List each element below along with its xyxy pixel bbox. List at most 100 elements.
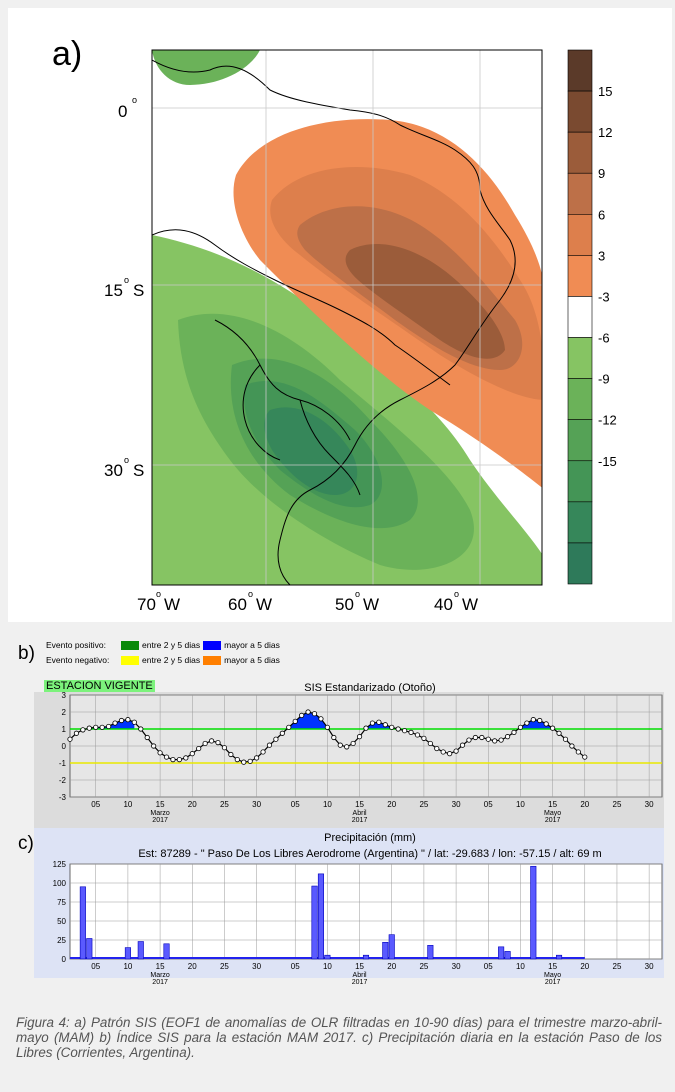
sis-point — [67, 736, 73, 742]
negative-anomaly-field — [152, 50, 542, 585]
precip-bar — [504, 951, 511, 960]
sis-point — [93, 724, 99, 730]
x-tick-label: 30 — [645, 800, 654, 809]
sis-point — [421, 735, 427, 741]
y-tick-label: -1 — [59, 759, 67, 768]
sis-point — [228, 751, 234, 758]
y-tick-label: 75 — [57, 898, 66, 907]
colorbar-tick-label: 9 — [598, 166, 605, 181]
olr-eof-map: 0 o 15 o S 30 o S 70 o W 60 o W 50 o W 4… — [104, 49, 617, 614]
legend-pos-more-text: mayor a 5 dias — [224, 640, 280, 650]
sis-point — [131, 719, 137, 725]
month-label: Marzo — [150, 972, 170, 979]
y-tick-label: -3 — [59, 793, 67, 802]
month-label: Mayo — [544, 972, 561, 979]
sis-point — [234, 757, 240, 763]
sis-point — [440, 749, 446, 755]
x-tick-label: 05 — [291, 962, 300, 971]
legend-pos-between-text: entre 2 y 5 dias — [142, 640, 201, 650]
sis-point — [273, 736, 279, 742]
sis-point — [550, 725, 556, 731]
x-tick-label: 25 — [613, 800, 622, 809]
sis-point — [86, 725, 92, 731]
sis-point — [575, 749, 581, 755]
colorbar-segment — [567, 49, 593, 92]
precip-bar — [324, 954, 331, 960]
colorbar: 15 12 9 6 3 -3 -6 -9 -12 -15 — [567, 49, 617, 585]
map-frame — [151, 49, 543, 586]
sis-point — [112, 720, 118, 726]
sis-point — [241, 759, 247, 765]
sis-point — [286, 724, 292, 730]
x-tick-label: 10 — [323, 962, 332, 971]
y-tick-label: 3 — [62, 691, 67, 700]
sis-point — [170, 757, 176, 763]
colorbar-segment — [567, 419, 593, 462]
colorbar-segment — [567, 296, 593, 338]
sis-point — [479, 734, 485, 741]
month-label: Marzo — [150, 810, 170, 817]
precip-bar — [124, 947, 131, 960]
sis-point — [569, 743, 575, 749]
legend-swatch-pos-more — [203, 640, 222, 650]
year-label: 2017 — [152, 979, 168, 986]
sis-point — [337, 742, 343, 748]
sis-point — [414, 732, 421, 738]
legend-swatch-neg-between — [121, 655, 139, 665]
sis-point — [196, 745, 202, 752]
sis-point — [427, 740, 433, 747]
sis-point — [202, 740, 208, 747]
lat-degree-15: o — [124, 275, 129, 285]
y-tick-label: 100 — [53, 879, 67, 888]
sis-point — [504, 734, 511, 740]
x-tick-label: 15 — [156, 962, 165, 971]
sis-point — [537, 717, 543, 724]
sis-point — [324, 724, 330, 730]
sis-point — [176, 757, 182, 763]
colorbar-tick-label: -6 — [598, 331, 610, 346]
x-tick-label: 15 — [156, 800, 165, 809]
lon-label-50: 50 — [335, 595, 354, 614]
lon-suffix-40: W — [462, 595, 478, 614]
x-tick-label: 15 — [548, 962, 557, 971]
x-tick-label: 25 — [419, 962, 428, 971]
sis-point — [221, 745, 228, 751]
x-tick-label: 05 — [484, 800, 493, 809]
sis-point — [73, 730, 80, 736]
precip-bar — [530, 865, 537, 960]
colorbar-segment — [567, 460, 593, 503]
x-tick-label: 20 — [188, 800, 197, 809]
map-grid — [152, 50, 542, 585]
precip-bar — [137, 941, 144, 960]
sis-point — [447, 751, 453, 757]
lat-label-0: 0 — [118, 102, 127, 121]
lat-suffix-15: S — [133, 281, 144, 300]
sis-point — [157, 750, 163, 756]
sis-positive-event-fill — [288, 712, 328, 729]
precip-bar — [427, 945, 434, 960]
sis-point — [485, 736, 491, 742]
lon-suffix-60: W — [256, 595, 272, 614]
sis-point — [376, 719, 382, 725]
sis-point — [254, 755, 260, 761]
sis-point — [344, 744, 350, 750]
x-tick-label: 25 — [220, 962, 229, 971]
precip-chart-subtitle: Est: 87289 - " Paso De Los Libres Aerodr… — [138, 848, 601, 860]
sis-point — [382, 722, 388, 728]
x-tick-label: 15 — [355, 962, 364, 971]
y-tick-label: 125 — [53, 860, 67, 869]
x-tick-label: 10 — [123, 962, 132, 971]
estacion-vigente-label: ESTACION VIGENTE — [44, 680, 155, 692]
coastlines — [152, 59, 516, 585]
sis-point — [215, 739, 221, 746]
legend-swatch-pos-between — [121, 640, 139, 650]
lat-suffix-30: S — [133, 461, 144, 480]
sis-point — [125, 717, 131, 723]
sis-point — [318, 716, 324, 722]
sis-point — [395, 726, 401, 732]
precip-plot: 125 100 75 50 25 0 05 10 15 20 25 30 05 10 15 20 25 30 05 1… — [53, 860, 663, 986]
colorbar-tick-label: 3 — [598, 248, 605, 263]
x-tick-label: 05 — [91, 962, 100, 971]
sis-point — [434, 745, 440, 752]
